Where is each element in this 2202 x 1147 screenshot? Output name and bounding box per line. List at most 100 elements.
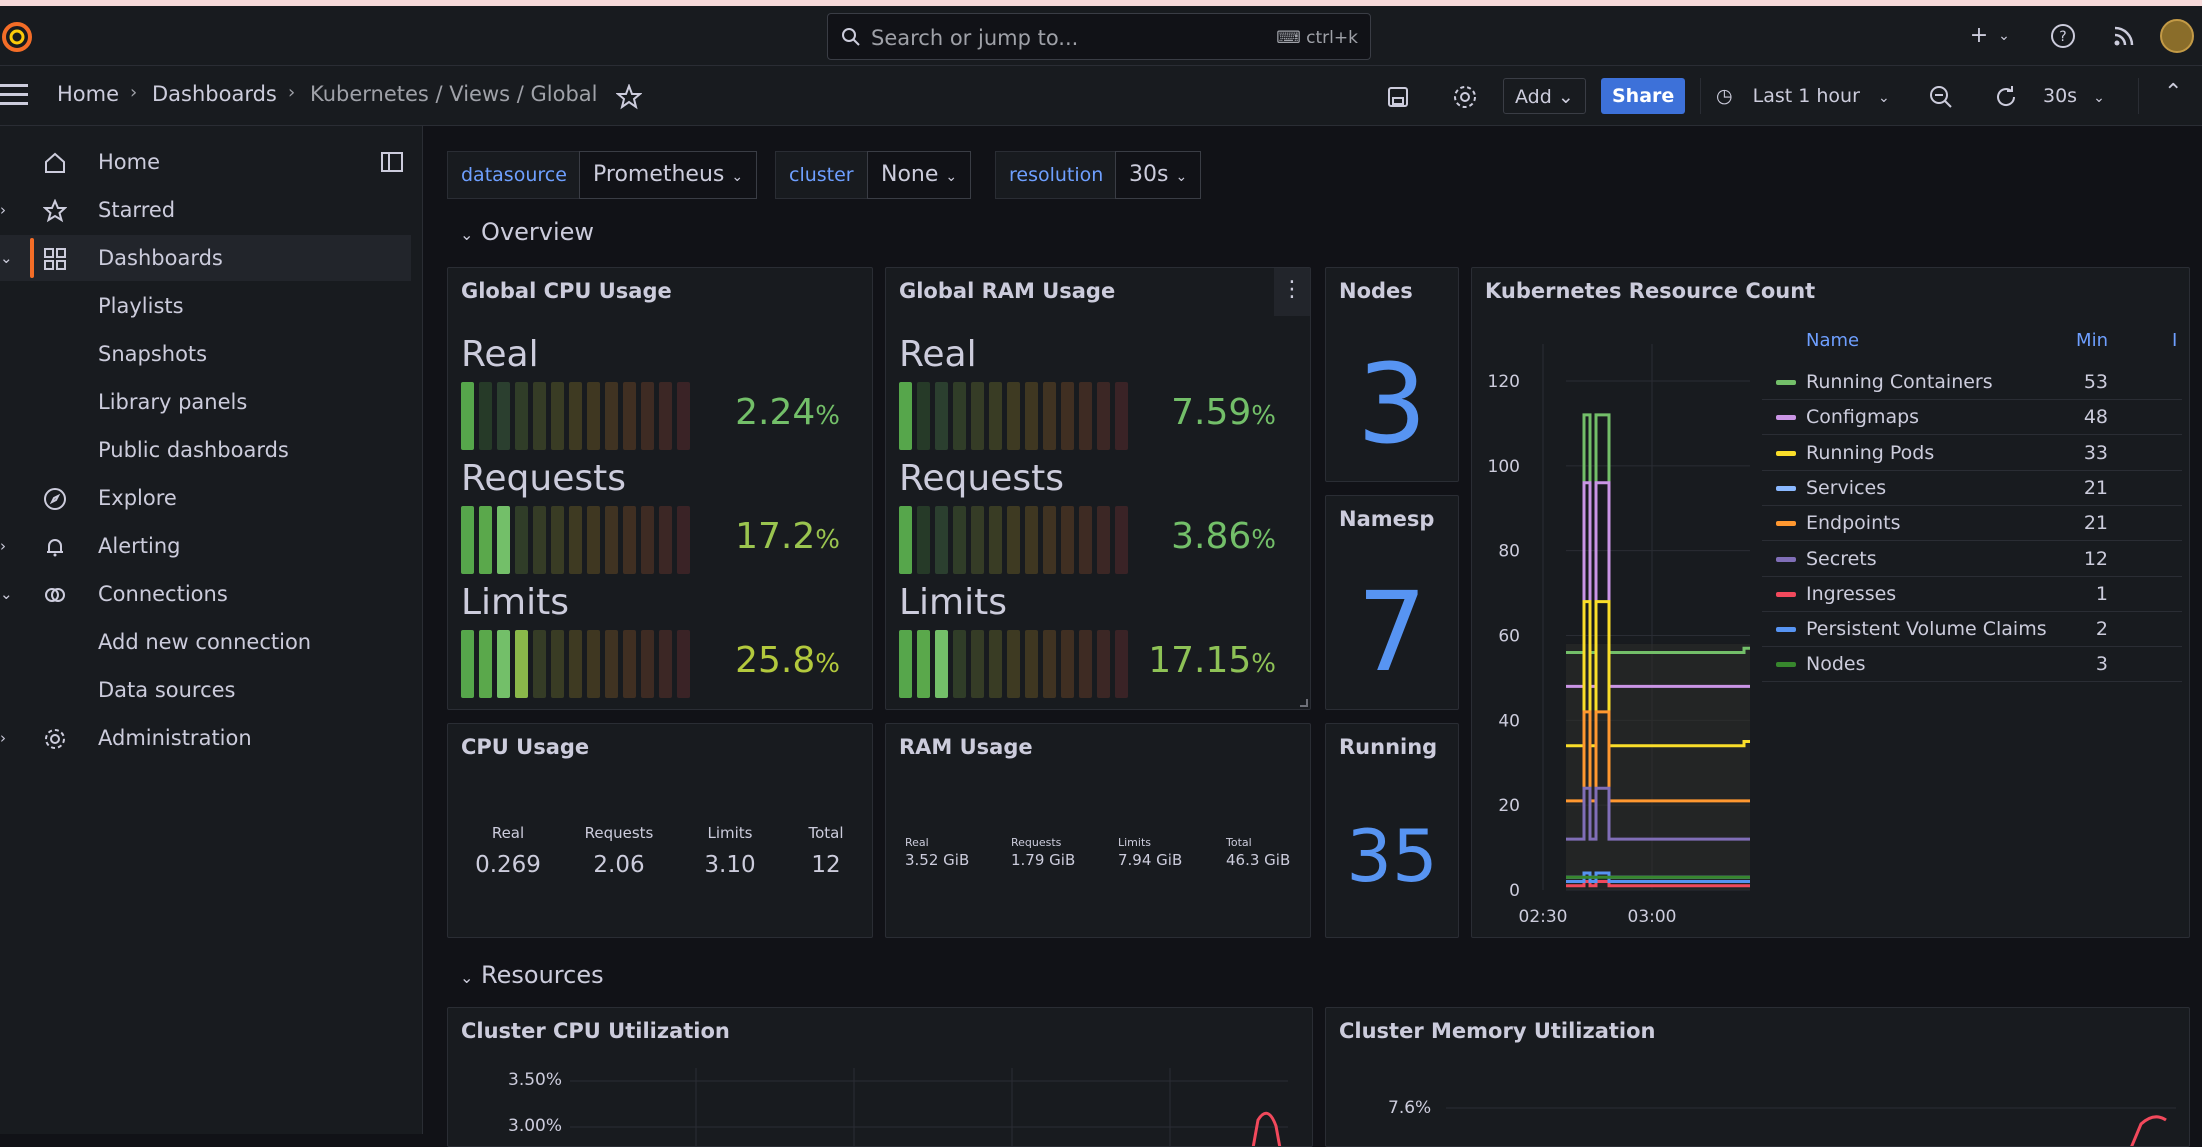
sidebar-item-starred[interactable]: › Starred — [0, 187, 411, 233]
collapse-up-icon[interactable]: ⌃ — [2164, 80, 2183, 105]
chevron-right-icon[interactable]: › — [0, 201, 6, 219]
time-picker[interactable]: ◷ Last 1 hour ⌄ — [1705, 78, 1901, 114]
sidebar-item-data-sources[interactable]: Data sources — [0, 667, 411, 713]
star-icon[interactable] — [616, 84, 642, 110]
panel-menu-icon[interactable]: ⋮ — [1274, 268, 1310, 316]
row-overview[interactable]: ⌄ Overview — [460, 218, 594, 246]
breadcrumb-dashboards[interactable]: Dashboards — [152, 82, 277, 106]
panel-kubernetes-resource-count[interactable]: Kubernetes Resource Count 0 20 40 60 80 100 12… — [1471, 267, 2190, 938]
sidebar-item-label: Add new connection — [98, 630, 312, 654]
add-button[interactable]: Add ⌄ — [1503, 78, 1586, 114]
legend-header-extra[interactable]: I — [2172, 330, 2178, 351]
panel-cpu-usage[interactable]: CPU Usage Real 0.269 Requests 2.06 Limits 3… — [447, 723, 873, 938]
grafana-logo-icon[interactable] — [0, 20, 34, 54]
legend-row[interactable]: Endpoints 21 — [1762, 506, 2182, 542]
refresh-interval-picker[interactable]: 30s ⌄ — [2032, 78, 2116, 114]
chevron-down-icon[interactable]: ⌄ — [1998, 28, 2010, 44]
sidebar-item-playlists[interactable]: Playlists — [0, 283, 411, 329]
variable-select-resolution[interactable]: 30s ⌄ — [1115, 151, 1202, 199]
sidebar-item-snapshots[interactable]: Snapshots — [0, 331, 411, 377]
panel-running[interactable]: Running 35 — [1325, 723, 1459, 938]
sidebar-item-label: Data sources — [98, 678, 236, 702]
gear-icon[interactable] — [1452, 84, 1478, 110]
divider — [1700, 78, 1701, 114]
stat-column: Total 12 — [778, 824, 872, 878]
plus-icon[interactable]: + — [1969, 23, 1989, 48]
sidebar-item-dashboards[interactable]: ⌄ Dashboards — [0, 235, 411, 281]
panel-ram-usage[interactable]: RAM Usage Real 3.52 GiB Requests 1.79 GiB … — [885, 723, 1311, 938]
share-button[interactable]: Share — [1601, 78, 1686, 114]
sidebar-item-label: Starred — [98, 198, 176, 222]
sidebar-item-home[interactable]: Home — [0, 139, 411, 185]
legend-header-name[interactable]: Name — [1806, 330, 1860, 351]
sidebar-item-explore[interactable]: Explore — [0, 475, 411, 521]
stat-column: Real 3.52 GiB — [905, 836, 969, 869]
panel-cluster-cpu-utilization[interactable]: Cluster CPU Utilization 3.50% 3.00% — [447, 1007, 1313, 1147]
chevron-down-icon: ⌄ — [460, 225, 474, 244]
chevron-down-icon: ⌄ — [731, 169, 744, 185]
legend-row[interactable]: Running Pods 33 — [1762, 436, 2182, 471]
sidebar-item-public-dashboards[interactable]: Public dashboards — [0, 427, 411, 473]
sidebar-item-connections[interactable]: ⌄ Connections — [0, 571, 411, 617]
panel-cluster-memory-utilization[interactable]: Cluster Memory Utilization 7.6% — [1325, 1007, 2190, 1147]
divider — [2138, 78, 2139, 114]
rss-icon[interactable] — [2112, 24, 2136, 48]
gauge-segment — [953, 382, 966, 450]
legend-row[interactable]: Services 21 — [1762, 471, 2182, 506]
refresh-icon[interactable] — [1993, 84, 2019, 110]
sidebar-item-label: Snapshots — [98, 342, 208, 366]
svg-text:?: ? — [2059, 29, 2066, 45]
gauge-segment — [1043, 382, 1056, 450]
legend-row[interactable]: Persistent Volume Claims 2 — [1762, 612, 2182, 648]
panel-namespaces[interactable]: Namesp 7 — [1325, 495, 1459, 710]
panel-global-ram-usage[interactable]: Global RAM Usage ⋮ Real 7.59% Requests 3… — [885, 267, 1311, 710]
gauge-value-number: 17.2 — [735, 516, 816, 557]
panel-nodes[interactable]: Nodes 3 — [1325, 267, 1459, 482]
stat-value: 3.52 GiB — [905, 851, 970, 869]
gauge-segment — [623, 630, 636, 698]
series-line — [1566, 413, 1750, 654]
legend-row[interactable]: Configmaps 48 — [1762, 400, 2182, 436]
legend-row[interactable]: Secrets 12 — [1762, 542, 2182, 577]
legend-row[interactable]: Ingresses 1 — [1762, 577, 2182, 612]
save-icon[interactable] — [1386, 85, 1410, 109]
sidebar-item-label: Playlists — [98, 294, 184, 318]
sidebar-item-administration[interactable]: › Administration — [0, 715, 411, 761]
clock-icon: ◷ — [1716, 85, 1733, 107]
variable-select-datasource[interactable]: Prometheus ⌄ — [579, 151, 758, 199]
menu-toggle-icon[interactable] — [0, 84, 28, 106]
legend-header-min[interactable]: Min — [2076, 330, 2108, 351]
legend-row[interactable]: Running Containers 53 — [1762, 365, 2182, 400]
resource-count-chart[interactable]: 0 20 40 60 80 100 120 02:30 03:00 — [1472, 268, 1762, 938]
zoom-out-icon[interactable] — [1928, 84, 1954, 110]
search-shortcut: ⌨ ctrl+k — [1276, 28, 1358, 48]
gauge-segment — [917, 630, 930, 698]
sidebar-item-library-panels[interactable]: Library panels — [0, 379, 411, 425]
chevron-down-icon[interactable]: ⌄ — [0, 249, 13, 267]
chevron-down-icon[interactable]: ⌄ — [0, 585, 13, 603]
sidebar-item-label: Alerting — [98, 534, 181, 558]
dock-menu-icon[interactable] — [381, 152, 403, 172]
variable-select-cluster[interactable]: None ⌄ — [867, 151, 972, 199]
legend-series-name: Endpoints — [1806, 512, 1901, 535]
sidebar-item-label: Dashboards — [98, 246, 223, 270]
help-icon[interactable]: ? — [2050, 23, 2076, 49]
chevron-right-icon[interactable]: › — [0, 729, 6, 747]
resize-handle-icon[interactable] — [1300, 699, 1308, 707]
gauge-label: Real — [899, 334, 977, 375]
avatar[interactable] — [2160, 19, 2194, 53]
gauge-value: 17.2% — [735, 516, 840, 557]
breadcrumb-home[interactable]: Home — [57, 82, 120, 106]
gauge-segment — [497, 630, 510, 698]
search-icon — [842, 28, 860, 46]
legend-row[interactable]: Nodes 3 — [1762, 647, 2182, 683]
row-resources[interactable]: ⌄ Resources — [460, 961, 604, 989]
sidebar-item-alerting[interactable]: › Alerting — [0, 523, 411, 569]
y-tick-label: 80 — [1498, 542, 1520, 562]
panel-global-cpu-usage[interactable]: Global CPU Usage Real 2.24% Requests 17.… — [447, 267, 873, 710]
sidebar: Home › Starred ⌄ Dashboards Playlists Sn… — [0, 126, 423, 1134]
gauge-segment — [479, 630, 492, 698]
chevron-right-icon[interactable]: › — [0, 537, 6, 555]
search-input[interactable]: Search or jump to... ⌨ ctrl+k — [827, 13, 1371, 60]
sidebar-item-add-new-connection[interactable]: Add new connection — [0, 619, 411, 665]
